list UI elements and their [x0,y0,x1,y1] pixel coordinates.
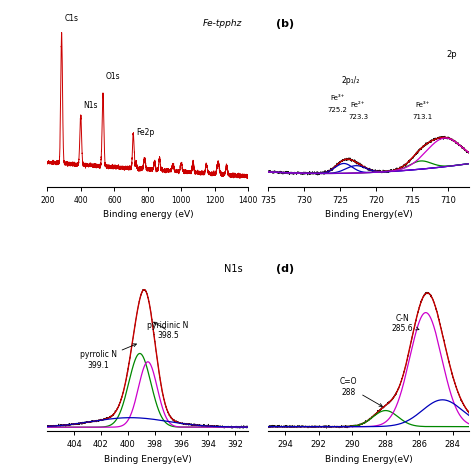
Text: 2p₁/₂: 2p₁/₂ [342,76,360,85]
Text: (d): (d) [276,264,294,274]
X-axis label: Binding Energy(eV): Binding Energy(eV) [325,210,413,219]
Text: (b): (b) [276,19,294,29]
Text: Fe-tpphz: Fe-tpphz [203,19,242,28]
X-axis label: Binding Energy(eV): Binding Energy(eV) [104,455,191,464]
Text: Fe2p: Fe2p [136,128,154,137]
Text: Fe³⁺: Fe³⁺ [330,95,345,101]
Text: O1s: O1s [106,72,120,81]
X-axis label: Binding energy (eV): Binding energy (eV) [102,210,193,219]
Text: 713.1: 713.1 [412,114,433,120]
Text: C1s: C1s [64,14,79,23]
Text: Fe²⁺: Fe²⁺ [351,102,365,108]
X-axis label: Binding Energy(eV): Binding Energy(eV) [325,455,413,464]
Text: Fe³⁺: Fe³⁺ [415,102,430,108]
Text: pyridinic N
398.5: pyridinic N 398.5 [147,321,189,340]
Text: N1s: N1s [84,101,98,110]
Text: C=O
288: C=O 288 [340,377,383,406]
Text: 725.2: 725.2 [328,108,347,113]
Text: pyrrolic N
399.1: pyrrolic N 399.1 [80,344,137,370]
Text: 723.3: 723.3 [348,114,368,120]
Text: 2p: 2p [446,50,456,59]
Text: N1s: N1s [224,264,242,274]
Text: C-N
285.6: C-N 285.6 [392,313,419,333]
